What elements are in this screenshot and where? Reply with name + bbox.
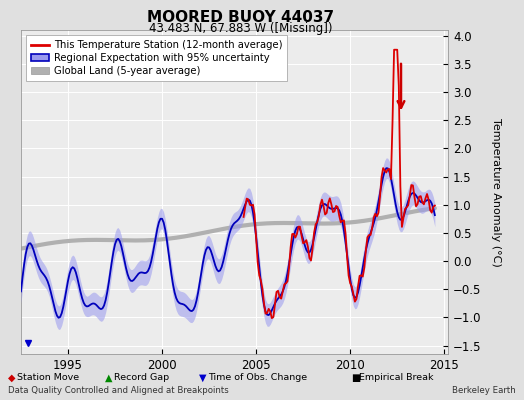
Text: ◆: ◆	[8, 373, 15, 383]
Text: ▲: ▲	[105, 373, 112, 383]
Text: Time of Obs. Change: Time of Obs. Change	[209, 374, 308, 382]
Text: 43.483 N, 67.883 W ([Missing]): 43.483 N, 67.883 W ([Missing])	[149, 22, 333, 35]
Text: Record Gap: Record Gap	[114, 374, 169, 382]
Text: Station Move: Station Move	[17, 374, 80, 382]
Y-axis label: Temperature Anomaly (°C): Temperature Anomaly (°C)	[491, 118, 501, 266]
Text: Empirical Break: Empirical Break	[359, 374, 433, 382]
Text: ▼: ▼	[199, 373, 206, 383]
Text: Data Quality Controlled and Aligned at Breakpoints: Data Quality Controlled and Aligned at B…	[8, 386, 228, 395]
Text: Berkeley Earth: Berkeley Earth	[452, 386, 516, 395]
Legend: This Temperature Station (12-month average), Regional Expectation with 95% uncer: This Temperature Station (12-month avera…	[26, 35, 288, 81]
Text: ■: ■	[351, 373, 361, 383]
Text: MOORED BUOY 44037: MOORED BUOY 44037	[147, 10, 335, 25]
